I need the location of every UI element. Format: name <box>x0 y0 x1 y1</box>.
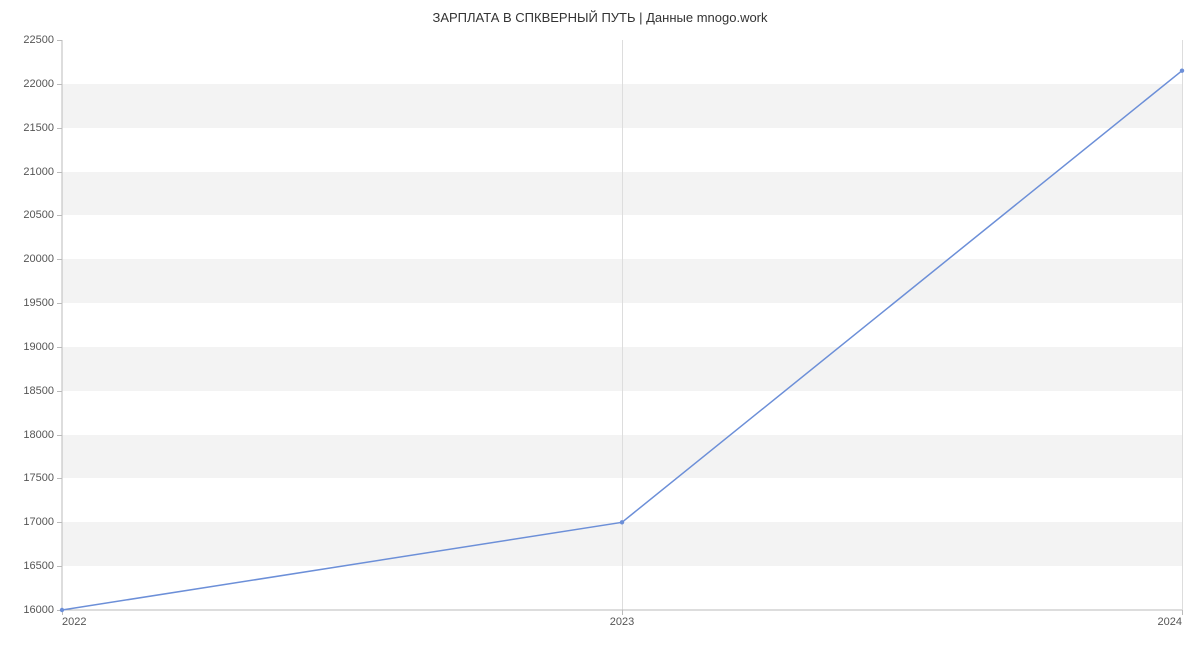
y-tick-label: 22500 <box>23 34 54 46</box>
chart-title: ЗАРПЛАТА В СПКВЕРНЫЙ ПУТЬ | Данные mnogo… <box>0 10 1200 25</box>
x-tick-mark <box>1182 610 1183 615</box>
y-tick-label: 22000 <box>23 78 54 90</box>
chart-svg <box>62 40 1182 610</box>
series-line <box>62 71 1182 610</box>
x-tick-label: 2024 <box>1158 616 1182 628</box>
x-tick-mark <box>622 610 623 615</box>
series-marker <box>60 608 64 612</box>
y-tick-label: 16500 <box>23 560 54 572</box>
y-tick-label: 18000 <box>23 429 54 441</box>
series-marker <box>1180 68 1184 72</box>
x-tick-label: 2023 <box>610 616 634 628</box>
x-tick-label: 2022 <box>62 616 86 628</box>
y-tick-label: 20000 <box>23 253 54 265</box>
series-marker <box>620 520 624 524</box>
y-tick-label: 18500 <box>23 385 54 397</box>
y-tick-label: 17500 <box>23 472 54 484</box>
y-tick-label: 19500 <box>23 297 54 309</box>
y-tick-label: 21000 <box>23 166 54 178</box>
y-tick-label: 21500 <box>23 122 54 134</box>
y-tick-label: 20500 <box>23 209 54 221</box>
y-tick-label: 16000 <box>23 604 54 616</box>
gridline-vertical <box>1182 40 1183 610</box>
plot-area: 2022202320241600016500170001750018000185… <box>62 40 1182 610</box>
salary-line-chart: ЗАРПЛАТА В СПКВЕРНЫЙ ПУТЬ | Данные mnogo… <box>0 0 1200 650</box>
y-tick-label: 17000 <box>23 516 54 528</box>
y-tick-label: 19000 <box>23 341 54 353</box>
